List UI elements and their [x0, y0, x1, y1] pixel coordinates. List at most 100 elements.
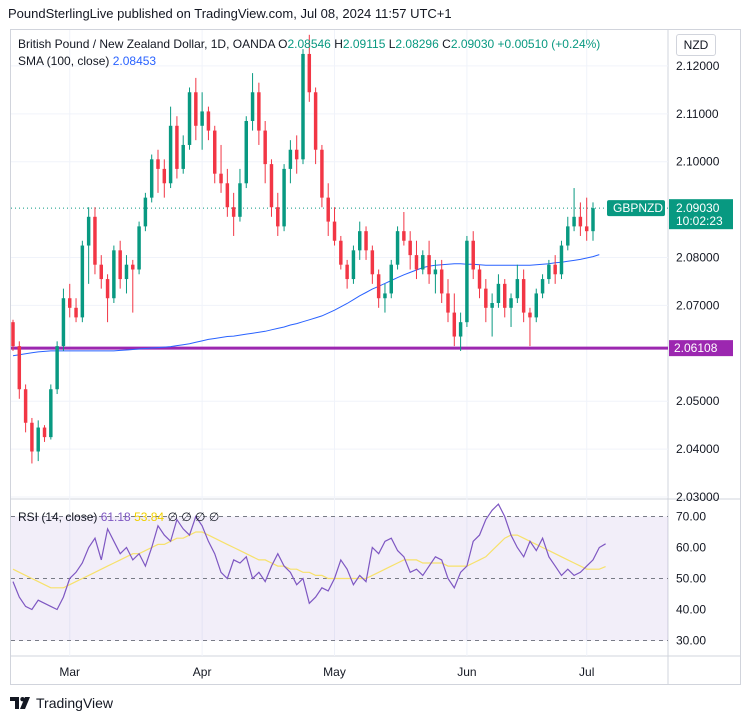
candle-body — [200, 111, 204, 126]
candle — [458, 312, 463, 351]
candle — [395, 226, 400, 270]
candle — [345, 259, 349, 289]
candle-body — [351, 250, 356, 280]
open-value: 2.08546 — [287, 37, 331, 51]
candle-body — [288, 149, 293, 169]
candle-body — [74, 307, 78, 318]
candle — [219, 144, 223, 193]
candle-body — [263, 130, 267, 165]
candle — [200, 92, 204, 150]
candle — [465, 235, 469, 327]
candle-body — [276, 207, 280, 227]
candle — [376, 269, 381, 308]
rsi-tick-label: 40.00 — [676, 603, 706, 617]
candle-body — [521, 279, 526, 313]
candle-body — [534, 293, 538, 318]
candle-body — [238, 183, 242, 217]
candle-body — [11, 322, 15, 347]
candle — [521, 269, 526, 323]
candle-body — [55, 346, 59, 390]
rsi-tick-label: 60.00 — [676, 541, 706, 555]
candle — [421, 250, 425, 275]
candle-body — [458, 322, 463, 337]
candle — [503, 279, 507, 318]
candle — [17, 341, 22, 399]
symbol-tag-label: GBPNZD — [613, 201, 663, 215]
candle-body — [181, 144, 185, 169]
candle-body — [414, 255, 419, 270]
candle — [370, 245, 375, 284]
candle — [68, 283, 72, 318]
low-label: L — [388, 37, 396, 51]
rsi-na-1: ∅ — [167, 510, 178, 524]
candle-body — [389, 264, 393, 294]
candle — [402, 212, 406, 246]
candle — [213, 125, 217, 184]
change-value: +0.00510 (+0.24%) — [497, 37, 601, 51]
candle — [238, 168, 242, 222]
price-tick-label: 2.11000 — [676, 107, 719, 121]
candle-body — [452, 312, 457, 337]
time-tick-label: Jun — [457, 665, 476, 679]
time-tick-label: Mar — [59, 665, 80, 679]
candle-body — [68, 298, 72, 308]
candle — [584, 197, 589, 241]
candle — [484, 279, 488, 323]
candle-body — [547, 264, 551, 280]
candle-body — [364, 231, 368, 251]
candle — [257, 82, 261, 145]
symbol-tag-bg — [607, 200, 665, 217]
candle — [534, 288, 538, 323]
candle-body — [42, 427, 47, 438]
candle — [42, 425, 47, 442]
footer-brand[interactable]: TradingView — [36, 695, 114, 711]
candle-body — [131, 264, 135, 270]
candle-body — [566, 226, 570, 246]
rsi-label[interactable]: RSI (14, close) — [18, 510, 98, 524]
candle — [55, 341, 59, 395]
rsi-na-2: ∅ — [181, 510, 192, 524]
candle-body — [383, 293, 387, 299]
candle — [339, 235, 343, 270]
rsi-tick-label: 70.00 — [676, 510, 706, 524]
candle — [446, 279, 450, 323]
candle — [49, 384, 53, 440]
candle-body — [231, 207, 236, 217]
candle — [231, 192, 236, 236]
price-tick-label: 2.10000 — [676, 155, 720, 169]
rsi-na-3: ∅ — [195, 510, 206, 524]
candle — [358, 221, 362, 260]
candle-body — [219, 173, 223, 184]
currency-button[interactable]: NZD — [676, 34, 716, 56]
candle — [194, 77, 198, 141]
candle-body — [402, 231, 406, 241]
candle — [74, 298, 78, 323]
candle — [477, 264, 482, 299]
candle-body — [540, 279, 545, 294]
candle — [61, 288, 66, 351]
candle-body — [584, 226, 589, 232]
candle-body — [244, 121, 248, 184]
candle — [288, 140, 293, 184]
candle-body — [427, 255, 431, 275]
candle — [269, 159, 274, 217]
candle-body — [206, 111, 211, 131]
candle — [143, 192, 148, 232]
chart-frame — [10, 29, 741, 685]
candle — [540, 274, 545, 299]
candle-body — [509, 298, 513, 308]
candle-body — [559, 245, 564, 275]
price-tag-bg — [669, 199, 733, 230]
symbol-title[interactable]: British Pound / New Zealand Dollar, 1D, … — [18, 37, 275, 51]
sma-label[interactable]: SMA (100, close) — [18, 54, 110, 68]
candle — [528, 307, 532, 347]
candle-body — [376, 274, 381, 299]
tradingview-logo-icon — [10, 697, 30, 709]
candle — [124, 255, 129, 294]
candle-body — [408, 240, 412, 256]
candle-body — [143, 197, 148, 227]
rsi-ma-line — [12, 531, 606, 589]
candle — [244, 116, 248, 189]
candle — [515, 264, 520, 304]
